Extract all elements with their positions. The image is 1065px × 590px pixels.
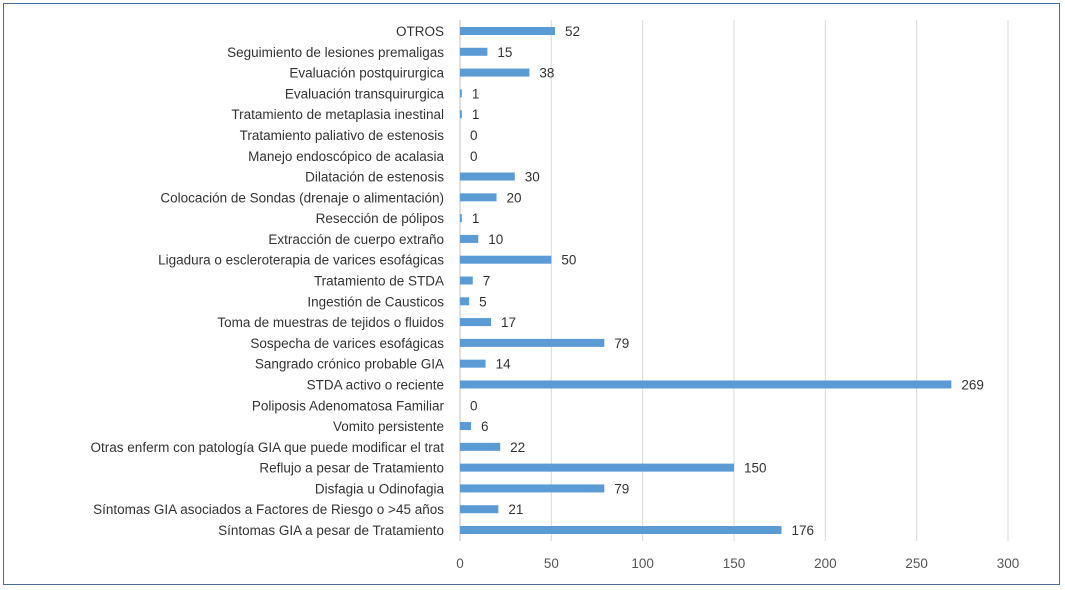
data-label: 22 [510,440,525,455]
bar [460,526,782,534]
x-tick-label: 0 [456,556,464,571]
category-label: Colocación de Sondas (drenaje o alimenta… [160,190,444,205]
data-label: 38 [539,66,554,81]
bar [460,484,605,493]
category-label: Extracción de cuerpo extraño [268,232,444,247]
x-tick-label: 300 [997,556,1020,571]
category-label: Disfagia u Odinofagia [315,481,445,496]
category-label: Sospecha de varices esofágicas [250,336,444,351]
category-label: Tratamiento de STDA [314,274,444,289]
category-label: Tratamiento de metaplasia inestinal [231,107,444,122]
bar [460,255,552,264]
bar [460,68,530,77]
bar [460,193,497,202]
category-label: Ligadura o escleroterapia de varices eso… [158,253,444,268]
bar [460,505,499,514]
data-label: 79 [614,481,629,496]
category-label: Reflujo a pesar de Tratamiento [259,461,444,476]
bar [460,318,492,327]
data-label: 269 [961,377,984,392]
category-label: Manejo endoscópico de acalasia [248,149,444,164]
bar [460,338,605,347]
data-label: 0 [470,398,478,413]
category-label: Resección de pólipos [316,211,445,226]
x-tick-label: 150 [723,556,746,571]
category-label: STDA activo o reciente [307,377,444,392]
data-label: 5 [479,294,487,309]
data-label: 15 [497,45,512,60]
data-label: 1 [472,86,480,101]
category-label: Evaluación postquirurgica [289,66,444,81]
bar [460,89,462,98]
category-label: Toma de muestras de tejidos o fluidos [217,315,444,330]
bar [460,463,734,472]
x-tick-label: 250 [905,556,928,571]
data-label: 17 [501,315,516,330]
data-label: 7 [483,274,491,289]
category-label: Tratamiento paliativo de estenosis [240,128,445,143]
data-label: 0 [470,149,478,164]
data-label: 50 [561,253,576,268]
data-label: 0 [470,128,478,143]
bar [460,276,473,285]
category-label: Vomito persistente [333,419,444,434]
bar [460,172,515,181]
data-label: 20 [507,190,522,205]
bar [460,214,462,223]
x-tick-label: 200 [814,556,837,571]
bar [460,27,555,35]
category-label: Síntomas GIA a pesar de Tratamiento [218,523,444,538]
category-label: Poliposis Adenomatosa Familiar [252,398,445,413]
category-label: Síntomas GIA asociados a Factores de Rie… [93,502,444,517]
category-label: Evaluación transquirurgica [285,86,445,101]
data-label: 1 [472,211,480,226]
category-label: Dilatación de estenosis [305,170,444,185]
category-label: Seguimiento de lesiones premaligas [227,45,444,60]
bar [460,422,471,431]
bar [460,380,952,389]
bar [460,359,486,368]
data-label: 21 [508,502,523,517]
data-label: 150 [744,461,767,476]
bar [460,297,470,306]
bar [460,234,479,243]
data-label: 14 [496,357,512,372]
data-label: 30 [525,170,540,185]
category-label: OTROS [396,24,444,39]
category-label: Ingestión de Causticos [307,294,444,309]
data-label: 6 [481,419,489,434]
data-label: 79 [614,336,629,351]
bar [460,442,501,451]
category-label: Sangrado crónico probable GIA [255,357,444,372]
bar [460,47,488,56]
data-label: 10 [488,232,503,247]
bar [460,110,462,119]
data-label: 1 [472,107,480,122]
x-tick-label: 50 [544,556,559,571]
x-tick-label: 100 [631,556,654,571]
data-label: 176 [791,523,814,538]
category-label: Otras enferm con patología GIA que puede… [91,440,445,455]
data-label: 52 [565,24,580,39]
